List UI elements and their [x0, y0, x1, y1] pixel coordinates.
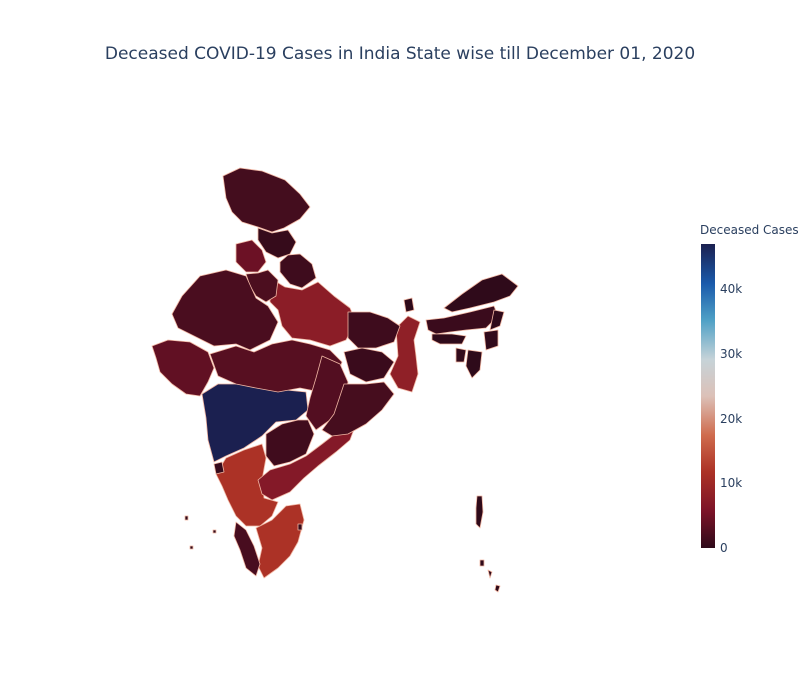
region-meghalaya[interactable] — [431, 333, 467, 345]
region-lakshadweep[interactable] — [184, 515, 217, 550]
region-uttar-pradesh[interactable] — [269, 277, 357, 347]
colorbar-tick-label: 0 — [720, 541, 728, 555]
region-uttarakhand[interactable] — [279, 253, 317, 289]
colorbar-tick-label: 30k — [720, 346, 743, 361]
region-manipur[interactable] — [483, 329, 499, 351]
region-west-bengal[interactable] — [389, 315, 421, 393]
region-puducherry[interactable] — [297, 523, 303, 531]
region-karnataka[interactable] — [215, 443, 279, 527]
region-odisha[interactable] — [321, 381, 395, 437]
region-kerala[interactable] — [233, 521, 261, 577]
chart-title: Deceased COVID-19 Cases in India State w… — [104, 44, 696, 64]
colorbar-gradient — [701, 244, 715, 548]
region-assam[interactable] — [425, 305, 499, 335]
region-chhattisgarh[interactable] — [305, 355, 349, 431]
region-mizoram[interactable] — [465, 349, 483, 379]
region-tripura[interactable] — [455, 347, 467, 363]
region-jammu-kashmir[interactable] — [222, 167, 311, 233]
colorbar-tick-label: 40k — [720, 282, 743, 297]
region-sikkim[interactable] — [403, 297, 415, 313]
colorbar-tick-label: 10k — [720, 476, 743, 491]
region-himachal-pradesh[interactable] — [257, 227, 297, 259]
region-bihar[interactable] — [347, 311, 401, 349]
colorbar-title: Deceased Cases — [700, 223, 799, 237]
region-arunachal-pradesh[interactable] — [443, 273, 519, 313]
region-goa[interactable] — [213, 461, 225, 475]
region-telangana[interactable] — [265, 419, 315, 467]
region-gujarat[interactable] — [151, 339, 215, 397]
colorbar-tick-label: 20k — [720, 411, 743, 426]
region-andaman-nicobar[interactable] — [475, 495, 501, 593]
region-punjab[interactable] — [235, 239, 267, 273]
region-rajasthan[interactable] — [171, 269, 279, 351]
region-nagaland[interactable] — [489, 309, 505, 331]
region-jharkhand[interactable] — [343, 347, 395, 383]
region-andhra-pradesh[interactable] — [257, 423, 357, 501]
